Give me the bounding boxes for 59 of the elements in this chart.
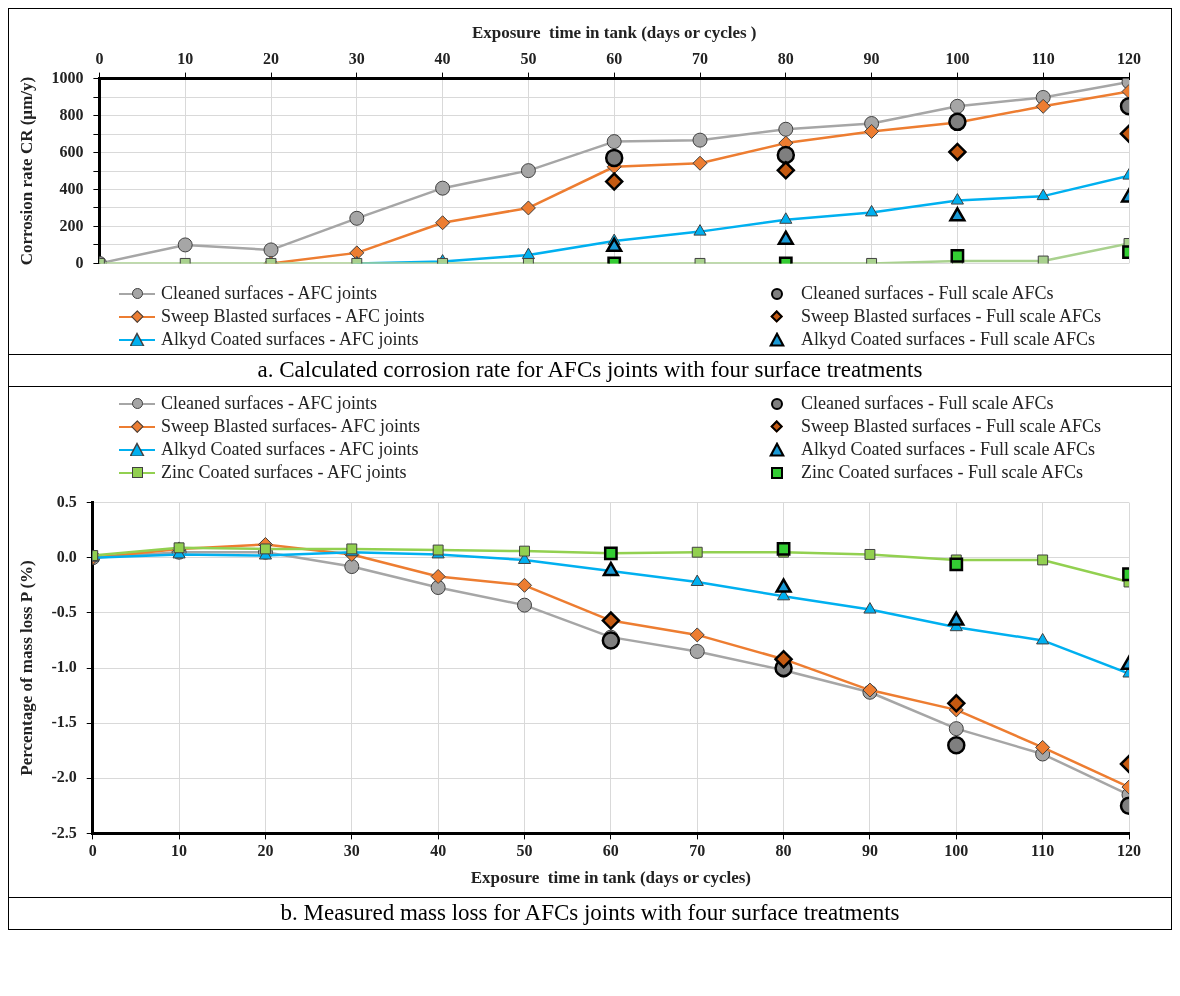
x-tick-label: 90 (861, 842, 878, 860)
y-tick-label: 0 (75, 253, 84, 271)
legend-label: Alkyd Coated surfaces - AFC joints (161, 439, 419, 460)
x-tick-label: 110 (1031, 50, 1055, 68)
x-tick-label: 20 (257, 842, 274, 860)
x-tick-label: 30 (348, 50, 365, 68)
x-tick-label: 70 (692, 50, 708, 68)
y-tick-label: -2.0 (51, 768, 77, 786)
y-tick-label: -2.5 (51, 823, 77, 841)
x-tick-label: 80 (775, 842, 792, 860)
legend-label: Sweep Blasted surfaces- AFC joints (161, 416, 420, 437)
y-tick-label: -1.0 (51, 658, 77, 676)
x-tick-label: 40 (434, 50, 451, 68)
x-tick-label: 110 (1031, 842, 1055, 860)
y-tick-label: 800 (59, 105, 84, 123)
x-tick-label: 120 (1117, 50, 1141, 68)
y-tick-label: 200 (59, 216, 84, 234)
x-tick-label: 60 (602, 842, 619, 860)
y-axis-title: Percentage of mass loss P (%) (16, 560, 36, 776)
x-tick-label: 40 (430, 842, 447, 860)
x-tick-label: 10 (177, 50, 194, 68)
y-tick-label: -1.5 (51, 713, 77, 731)
x-tick-label: 90 (863, 50, 880, 68)
legend-label: Sweep Blasted surfaces - Full scale AFCs (801, 416, 1101, 437)
legend-label: Alkyd Coated surfaces - Full scale AFCs (801, 329, 1095, 350)
y-tick-label: 400 (59, 179, 84, 197)
x-tick-label: 0 (95, 50, 104, 68)
x-tick-label: 10 (171, 842, 188, 860)
x-axis-title: Exposure time in tank (days or cycles ) (471, 22, 757, 42)
legend-label: Sweep Blasted surfaces - AFC joints (161, 306, 425, 327)
x-axis-title: Exposure time in tank (days or cycles) (470, 868, 752, 888)
legend-label: Sweep Blasted surfaces - Full scale AFCs (801, 306, 1101, 327)
x-tick-label: 50 (516, 842, 533, 860)
legend-label: Alkyd Coated surfaces - Full scale AFCs (801, 439, 1095, 460)
y-tick-label: -0.5 (51, 603, 77, 621)
x-tick-label: 30 (343, 842, 360, 860)
x-tick-label: 50 (520, 50, 537, 68)
y-tick-label: 600 (59, 142, 84, 160)
y-tick-label: 1000 (51, 68, 84, 86)
x-tick-label: 80 (777, 50, 794, 68)
y-tick-label: 0.5 (56, 492, 77, 510)
legend-label: Alkyd Coated surfaces - AFC joints (161, 329, 419, 350)
legend-label: Cleaned surfaces - Full scale AFCs (801, 283, 1054, 304)
x-tick-label: 100 (944, 842, 969, 860)
legend-label: Cleaned surfaces - AFC joints (161, 393, 377, 414)
x-tick-label: 0 (88, 842, 97, 860)
x-tick-label: 100 (945, 50, 970, 68)
text: a. Calculated corrosion rate for AFCs joints with four surface treatments (9, 354, 1171, 386)
text: b. Measured mass loss for AFCs joints with four surface treatments (9, 897, 1171, 929)
x-tick-label: 20 (263, 50, 279, 68)
y-tick-label: 0.0 (56, 547, 77, 565)
legend-label: Zinc Coated surfaces - AFC joints (161, 462, 407, 483)
x-tick-label: 70 (689, 842, 706, 860)
y-axis-title: Corrosion rate CR (µm/y) (16, 76, 36, 266)
legend-label: Cleaned surfaces - AFC joints (161, 283, 377, 304)
x-tick-label: 60 (606, 50, 623, 68)
legend-label: Zinc Coated surfaces - Full scale AFCs (801, 462, 1083, 483)
legend-label: Cleaned surfaces - Full scale AFCs (801, 393, 1054, 414)
x-tick-label: 120 (1117, 842, 1141, 860)
